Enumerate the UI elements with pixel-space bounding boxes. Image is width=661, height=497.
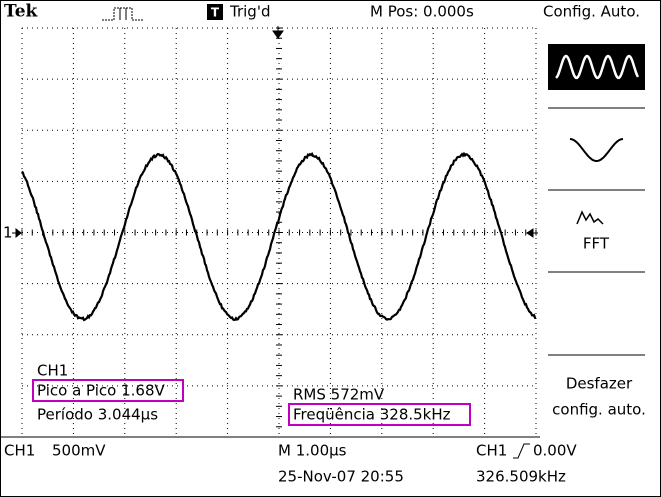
trigger-status: Trig'd [229, 3, 270, 21]
measure-channel: CH1 [37, 362, 68, 380]
time-div: M 1.00µs [278, 442, 347, 460]
rms: RMS 572mV [293, 386, 385, 404]
trigger-channel: CH1 [476, 442, 507, 460]
period: Período 3.044µs [37, 406, 158, 424]
trigger-freq: 326.509kHz [476, 468, 566, 486]
peak-to-peak: Pico a Pico 1.68V [37, 382, 166, 400]
menu-undo[interactable]: Desfazer [566, 375, 633, 393]
oscilloscope-screen: Tek T Trig'd M Pos: 0.000s Config. Auto.… [0, 0, 661, 497]
menu-fft[interactable]: FFT [583, 235, 610, 253]
brand: Tek [4, 2, 39, 22]
channel-marker: 1 [3, 224, 13, 242]
menu-undo[interactable]: config. auto. [552, 401, 646, 419]
trigger-icon: T [211, 6, 220, 20]
menu-item-selected[interactable] [548, 44, 645, 90]
footer-channel: CH1 [4, 442, 35, 460]
datetime: 25-Nov-07 20:55 [278, 468, 404, 486]
menu-title: Config. Auto. [543, 3, 640, 21]
volts-div: 500mV [52, 442, 106, 460]
frequency: Freqüência 328.5kHz [293, 406, 451, 424]
trigger-level: 0.00V [533, 442, 577, 460]
position: M Pos: 0.000s [370, 3, 474, 21]
